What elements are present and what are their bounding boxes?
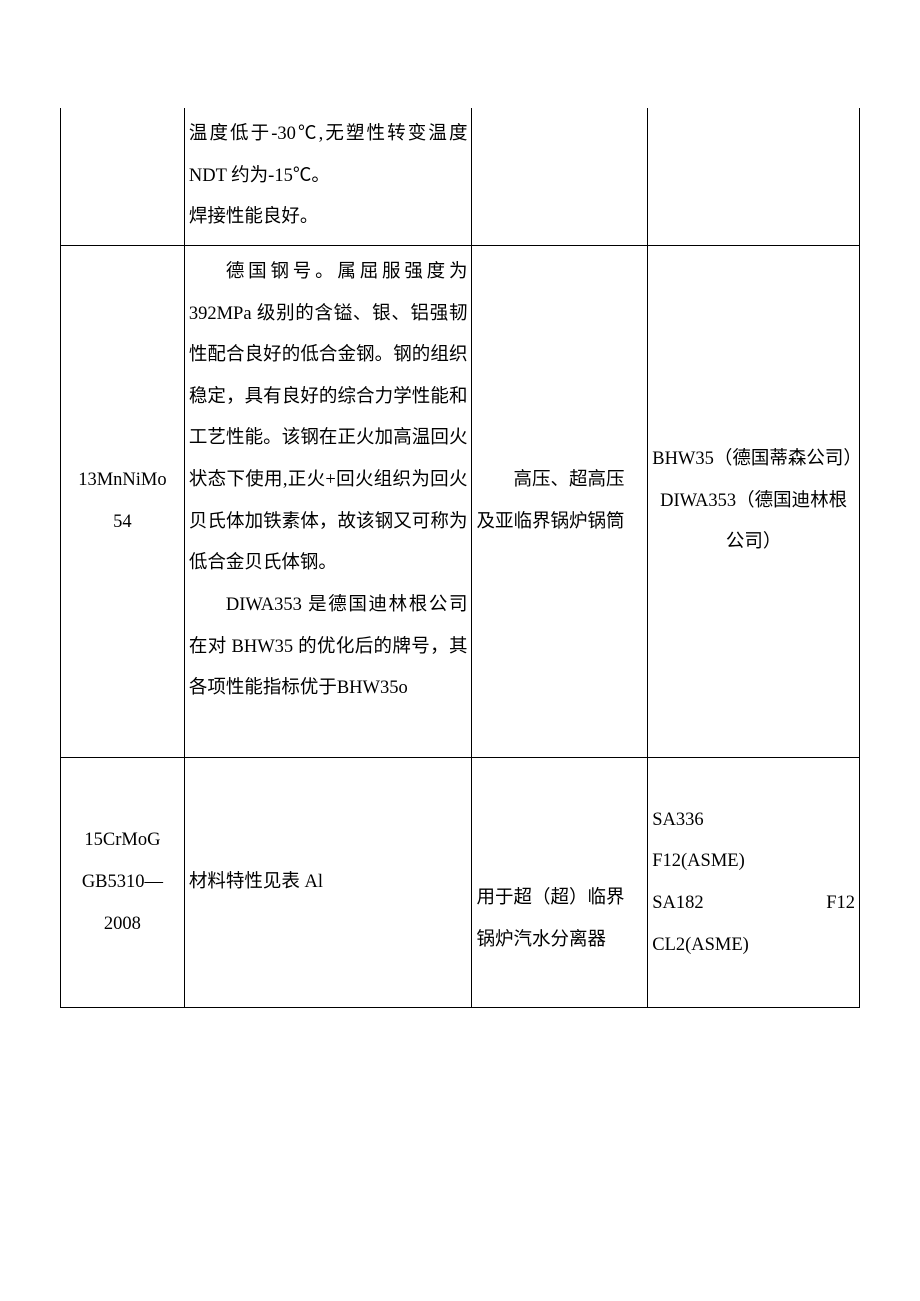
text: 锅炉汽水分离器 <box>476 930 606 950</box>
text: CL2(ASME) <box>652 925 855 967</box>
text: BHW35（德国蒂森公司） <box>652 439 855 481</box>
cell-equivalent <box>648 108 860 245</box>
cell-application <box>472 108 648 245</box>
text: 13MnNiMo <box>65 460 180 502</box>
cell-description: 温度低于-30℃,无塑性转变温度 NDT 约为-15℃。 焊接性能良好。 <box>184 108 472 245</box>
text: 用于超（超）临界 <box>476 888 624 908</box>
cell-application: 高压、超高压 及亚临界锅炉锅筒 <box>472 245 648 758</box>
table-row: 15CrMoG GB5310— 2008 材料特性见表 Al 用于超（超）临界 … <box>61 758 860 1008</box>
text: 焊接性能良好。 <box>189 207 319 227</box>
text: 材料特性见表 Al <box>189 872 323 892</box>
text: GB5310— <box>65 862 180 904</box>
text: 温度低于-30℃,无塑性转变温度 NDT 约为-15℃。 <box>189 124 468 186</box>
text: F12(ASME) <box>652 841 855 883</box>
text: 54 <box>65 502 180 544</box>
text: SA336 <box>652 800 855 842</box>
cell-designation: 13MnNiMo 54 <box>61 245 185 758</box>
text: SA182 <box>652 883 703 925</box>
cell-description: 德国钢号。属屈服强度为392MPa 级别的含镒、银、铝强韧性配合良好的低合金钢。… <box>184 245 472 758</box>
materials-table: 温度低于-30℃,无塑性转变温度 NDT 约为-15℃。 焊接性能良好。 13M… <box>60 108 860 1008</box>
text: DIWA353 是德国迪林根公司在对 BHW35 的优化后的牌号，其各项性能指标… <box>189 595 468 698</box>
cell-description: 材料特性见表 Al <box>184 758 472 1008</box>
cell-equivalent: SA336 F12(ASME) SA182 F12 CL2(ASME) <box>648 758 860 1008</box>
table-row: 温度低于-30℃,无塑性转变温度 NDT 约为-15℃。 焊接性能良好。 <box>61 108 860 245</box>
text: 及亚临界锅炉锅筒 <box>476 512 624 532</box>
text: 德国钢号。属屈服强度为392MPa 级别的含镒、银、铝强韧性配合良好的低合金钢。… <box>189 262 468 573</box>
cell-designation <box>61 108 185 245</box>
text: 15CrMoG <box>65 820 180 862</box>
cell-designation: 15CrMoG GB5310— 2008 <box>61 758 185 1008</box>
text: 2008 <box>65 904 180 946</box>
cell-equivalent: BHW35（德国蒂森公司） DIWA353（德国迪林根公司） <box>648 245 860 758</box>
text: 高压、超高压 <box>513 470 624 490</box>
table-row: 13MnNiMo 54 德国钢号。属屈服强度为392MPa 级别的含镒、银、铝强… <box>61 245 860 758</box>
text: DIWA353（德国迪林根公司） <box>652 481 855 564</box>
text: F12 <box>826 883 855 925</box>
cell-application: 用于超（超）临界 锅炉汽水分离器 <box>472 758 648 1008</box>
